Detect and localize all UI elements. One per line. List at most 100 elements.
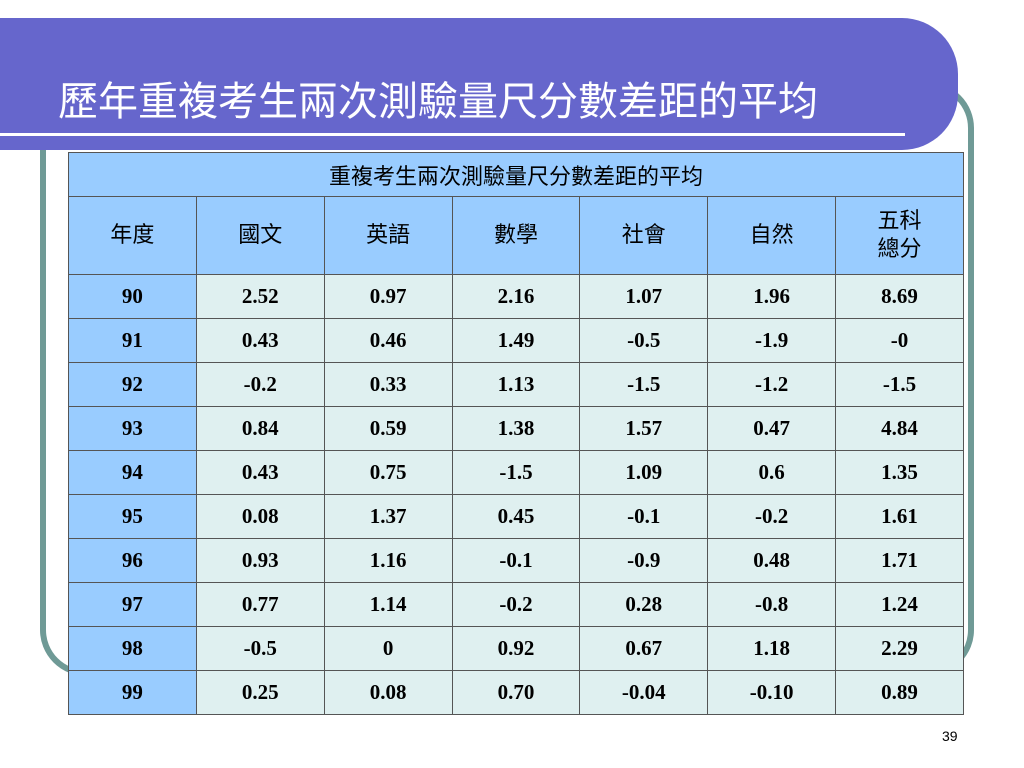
- table-cell: 0.77: [195, 582, 325, 627]
- year-cell: 99: [68, 670, 197, 715]
- table-cell: 1.49: [451, 318, 581, 363]
- table-cell: 0.70: [451, 670, 581, 715]
- table-cell: -0.8: [707, 582, 837, 627]
- table-cell: 1.07: [579, 274, 709, 319]
- table-cell: 0.92: [451, 626, 581, 671]
- table-cell: 2.52: [195, 274, 325, 319]
- column-header: 自然: [707, 196, 837, 275]
- table-cell: 1.14: [323, 582, 453, 627]
- table-cell: -1.5: [835, 362, 964, 407]
- year-cell: 97: [68, 582, 197, 627]
- table-cell: 0.93: [195, 538, 325, 583]
- table-caption-row: 重複考生兩次測驗量尺分數差距的平均: [68, 152, 964, 197]
- title-bar: [0, 18, 958, 150]
- year-cell: 96: [68, 538, 197, 583]
- table-cell: 1.09: [579, 450, 709, 495]
- table-cell: -0.1: [451, 538, 581, 583]
- column-header-text: 年度: [110, 222, 155, 248]
- table-cell: 1.57: [579, 406, 709, 451]
- table-cell: -0.10: [707, 670, 837, 715]
- table-row: 91 0.43 0.46 1.49 -0.5 -1.9 -0: [68, 318, 964, 363]
- table-row: 97 0.77 1.14 -0.2 0.28 -0.8 1.24: [68, 582, 964, 627]
- year-cell: 98: [68, 626, 197, 671]
- column-header: 國文: [195, 196, 325, 275]
- table-cell: 1.18: [707, 626, 837, 671]
- year-cell: 94: [68, 450, 197, 495]
- table-cell: 0.97: [323, 274, 453, 319]
- table-cell: 1.37: [323, 494, 453, 539]
- table-cell: 1.38: [451, 406, 581, 451]
- table-cell: 0.6: [707, 450, 837, 495]
- table-cell: 0.47: [707, 406, 837, 451]
- table-row: 92 -0.2 0.33 1.13 -1.5 -1.2 -1.5: [68, 362, 964, 407]
- table-cell: 4.84: [835, 406, 964, 451]
- table-cell: -0: [835, 318, 964, 363]
- table-cell: -1.9: [707, 318, 837, 363]
- table-cell: -1.2: [707, 362, 837, 407]
- table-caption: 重複考生兩次測驗量尺分數差距的平均: [68, 152, 964, 197]
- column-header: 社會: [579, 196, 709, 275]
- table-row: 90 2.52 0.97 2.16 1.07 1.96 8.69: [68, 274, 964, 319]
- table-cell: 0.43: [195, 450, 325, 495]
- column-header: 英語: [323, 196, 453, 275]
- column-header-text: 國文: [238, 222, 283, 248]
- table-cell: 0.43: [195, 318, 325, 363]
- table-cell: -1.5: [451, 450, 581, 495]
- column-header-text: 自然: [749, 222, 794, 248]
- table-cell: 1.96: [707, 274, 837, 319]
- column-header-text: 英語: [366, 222, 411, 248]
- table-cell: -0.9: [579, 538, 709, 583]
- slide-title: 歷年重複考生兩次測驗量尺分數差距的平均: [58, 79, 818, 125]
- table-header-row: 年度 國文 英語 數學 社會 自然 五科 總分: [68, 196, 964, 275]
- table-row: 98 -0.5 0 0.92 0.67 1.18 2.29: [68, 626, 964, 671]
- table-cell: 0.46: [323, 318, 453, 363]
- column-header: 年度: [68, 196, 197, 275]
- table-row: 94 0.43 0.75 -1.5 1.09 0.6 1.35: [68, 450, 964, 495]
- table-cell: 0.75: [323, 450, 453, 495]
- page-number: 39: [942, 728, 958, 744]
- column-header-text: 總分: [877, 236, 922, 262]
- table-cell: 1.13: [451, 362, 581, 407]
- year-cell: 92: [68, 362, 197, 407]
- column-header: 五科 總分: [835, 196, 964, 275]
- table-cell: -0.1: [579, 494, 709, 539]
- table-cell: -0.04: [579, 670, 709, 715]
- table-cell: 2.16: [451, 274, 581, 319]
- table-cell: 0.08: [323, 670, 453, 715]
- table-row: 96 0.93 1.16 -0.1 -0.9 0.48 1.71: [68, 538, 964, 583]
- table-cell: 1.16: [323, 538, 453, 583]
- table-cell: 0.67: [579, 626, 709, 671]
- table-cell: 1.71: [835, 538, 964, 583]
- table-row: 95 0.08 1.37 0.45 -0.1 -0.2 1.61: [68, 494, 964, 539]
- table-cell: 0.84: [195, 406, 325, 451]
- table-cell: 0.45: [451, 494, 581, 539]
- table-cell: 0.89: [835, 670, 964, 715]
- table-cell: -0.2: [195, 362, 325, 407]
- table-cell: -0.2: [707, 494, 837, 539]
- year-cell: 91: [68, 318, 197, 363]
- table-cell: 0.59: [323, 406, 453, 451]
- table-cell: -0.2: [451, 582, 581, 627]
- column-header: 數學: [451, 196, 581, 275]
- table-cell: 0.33: [323, 362, 453, 407]
- table-cell: 1.35: [835, 450, 964, 495]
- score-difference-table: 重複考生兩次測驗量尺分數差距的平均 年度 國文 英語 數學 社會 自然 五科 總分 90 2.5…: [68, 152, 964, 715]
- title-underline: [0, 133, 905, 136]
- column-header-text: 五科: [877, 208, 922, 234]
- table-cell: 1.61: [835, 494, 964, 539]
- table-cell: 8.69: [835, 274, 964, 319]
- table-cell: 1.24: [835, 582, 964, 627]
- column-header-text: 數學: [493, 222, 538, 248]
- table-cell: 0.08: [195, 494, 325, 539]
- table-cell: 0.48: [707, 538, 837, 583]
- table-row: 99 0.25 0.08 0.70 -0.04 -0.10 0.89: [68, 670, 964, 715]
- year-cell: 93: [68, 406, 197, 451]
- table-cell: -0.5: [195, 626, 325, 671]
- table-cell: 2.29: [835, 626, 964, 671]
- year-cell: 95: [68, 494, 197, 539]
- table-cell: 0: [323, 626, 453, 671]
- table-row: 93 0.84 0.59 1.38 1.57 0.47 4.84: [68, 406, 964, 451]
- table-cell: 0.25: [195, 670, 325, 715]
- table-cell: -1.5: [579, 362, 709, 407]
- table-cell: 0.28: [579, 582, 709, 627]
